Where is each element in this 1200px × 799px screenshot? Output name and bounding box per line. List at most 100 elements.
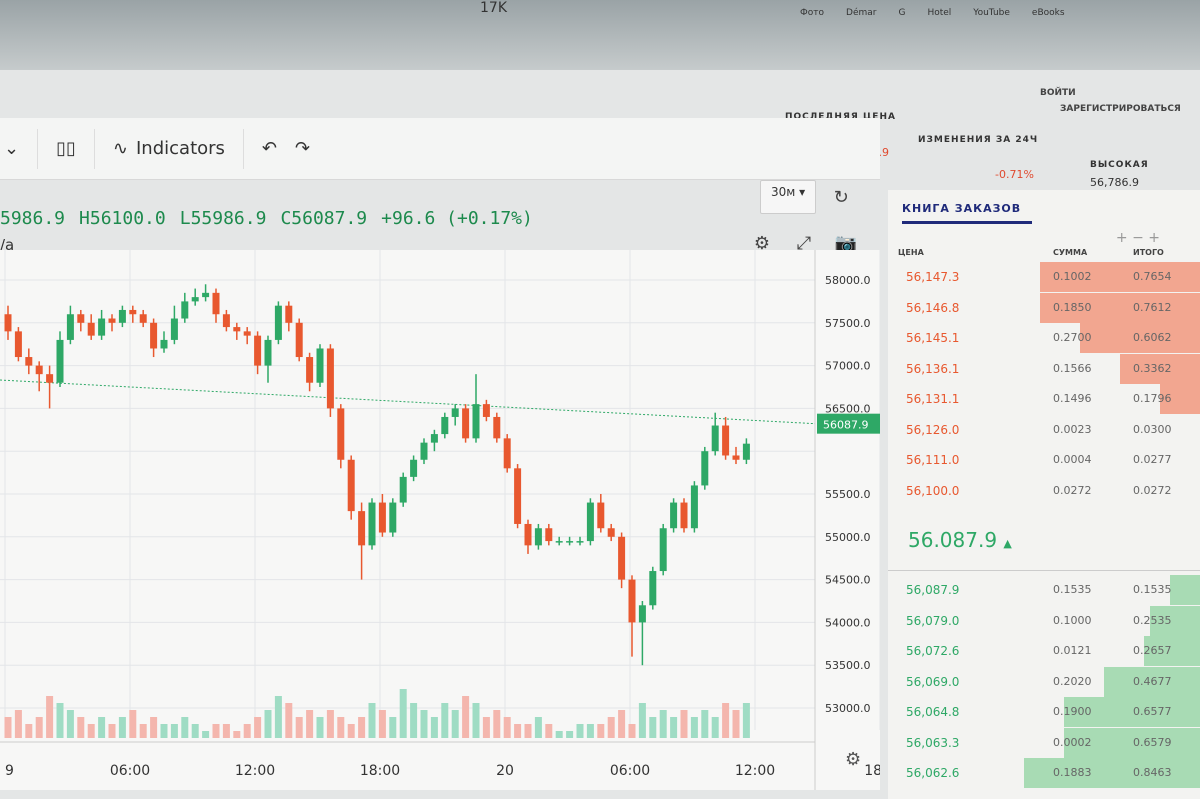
current-price-tag [817,413,880,434]
amount: 0.2700 [1053,331,1092,344]
volume-bar [430,717,438,738]
ask-row[interactable]: 56,111.0 0.0004 0.0277 [888,445,1200,475]
price: 56,131.1 [906,392,960,406]
interval-select[interactable]: 30м ▾ [760,180,817,214]
depth-bar [1144,636,1200,666]
divider [37,128,39,169]
volume-bar [274,696,282,738]
volume-bar [129,710,137,738]
bid-row[interactable]: 56,087.9 0.1535 0.1535 [888,575,1200,605]
bookmark[interactable]: eBooks [1031,8,1065,18]
volume-bar [295,717,303,738]
undo-icon[interactable]: ↶ [261,138,278,159]
order-book-title[interactable]: КНИГА ЗАКАЗОВ [902,202,1032,224]
ask-row[interactable]: 56,147.3 0.1002 0.7654 [888,262,1200,292]
divider [93,128,95,169]
gear-icon[interactable]: ⚙ [753,232,771,254]
candle-body [306,357,314,383]
candle-body [503,438,511,469]
ohlc-close: C56087.9 [280,208,368,229]
volume-bar [326,710,334,738]
ask-row[interactable]: 56,100.0 0.0272 0.0272 [888,476,1200,506]
col-price: ЦЕНА [898,248,924,257]
chevron-down-icon[interactable]: ⌄ [4,138,20,159]
ask-row[interactable]: 56,136.1 0.1566 0.3362 [888,353,1200,384]
candle-body [732,455,740,460]
depth-bar [1040,262,1200,292]
candle-body [233,327,241,332]
ask-row[interactable]: 56,131.1 0.1496 0.1796 [888,384,1200,414]
candle-body [399,476,407,503]
volume-bar [285,703,293,738]
candle-body [108,318,116,323]
y-tick-label: 58000.0 [825,274,871,287]
high-label: ВЫСОКАЯ [1090,160,1149,170]
volume-bar [316,717,324,738]
x-tick-label: 9 [5,763,14,779]
amount: 0.1535 [1053,583,1092,596]
redo-icon[interactable]: ↷ [295,138,311,159]
amount: 0.1496 [1053,392,1092,405]
precision-controls[interactable]: + − + [1115,230,1160,246]
candle-body [170,318,178,340]
amount: 0.0023 [1053,422,1092,436]
bid-row[interactable]: 56,079.0 0.1000 0.2535 [888,605,1200,636]
settings-icon[interactable]: ⚙ [845,749,861,770]
price: 56,147.3 [906,270,960,284]
volume-bar [524,724,532,738]
register-button[interactable]: ЗАРЕГИСТРИРОВАТЬСЯ [1060,104,1181,114]
total: 0.1796 [1133,392,1172,405]
ask-row[interactable]: 56,146.8 0.1850 0.7612 [888,292,1200,323]
browser-tab[interactable]: 17K [480,0,507,16]
candle-body [326,348,334,409]
candle-body [451,408,459,417]
bid-row[interactable]: 56,069.0 0.2020 0.4677 [888,666,1200,697]
depth-bar [1064,697,1200,727]
x-tick-label: 12:00 [235,763,275,779]
volume-bar [472,703,480,738]
price: 56,069.0 [906,674,960,689]
candle-body [222,314,230,328]
price: 56,111.0 [906,453,960,467]
total: 0.2535 [1133,613,1172,627]
total: 0.6062 [1133,331,1172,344]
divider [888,570,1200,571]
candle-body [254,335,262,366]
bid-row[interactable]: 56,063.3 0.0002 0.6579 [888,727,1200,758]
login-button[interactable]: ВОЙТИ [1040,88,1076,98]
fullscreen-icon[interactable]: ⤢ [796,232,812,254]
candle-body [670,502,678,529]
candle-body [46,374,54,383]
total: 0.6579 [1133,735,1172,749]
volume-bar [87,724,95,738]
reset-icon[interactable]: ↻ [833,186,849,208]
ask-row[interactable]: 56,145.1 0.2700 0.6062 [888,323,1200,353]
bookmark[interactable]: Démar [846,8,877,18]
bid-row[interactable]: 56,072.6 0.0121 0.2657 [888,636,1200,666]
indicators-button[interactable]: ∿ Indicators [113,138,225,159]
y-tick-label: 54000.0 [825,616,871,629]
candlestick-chart[interactable]: 58000.0 57500.0 57000.0 56500.0 55500.0 55000… [0,250,880,790]
x-tick-label: 12:00 [735,763,775,779]
volume-bar [170,724,178,738]
amount: 0.1566 [1053,361,1092,375]
candle-body [607,528,615,537]
volume-bar [35,717,43,738]
volume-bar [222,724,230,738]
volume-bar [46,696,54,738]
candle-body [181,301,189,319]
candles-icon[interactable]: ▯▯ [56,138,76,159]
bid-row[interactable]: 56,064.8 0.1900 0.6577 [888,697,1200,727]
bookmark[interactable]: G [898,8,906,18]
camera-icon[interactable]: 📷 [834,232,858,254]
bookmark[interactable]: Фото [800,8,825,18]
amount: 0.1883 [1053,766,1092,779]
ask-row[interactable]: 56,126.0 0.0023 0.0300 [888,415,1200,445]
volume-bar [368,703,376,738]
bid-row[interactable]: 56,062.6 0.1883 0.8463 [888,758,1200,788]
bookmark[interactable]: Hotel [927,8,952,18]
volume-bar [555,731,563,738]
ohlc-low: L55986.9 [179,208,267,229]
bookmark[interactable]: YouTube [973,8,1010,18]
volume-bar [534,717,542,738]
